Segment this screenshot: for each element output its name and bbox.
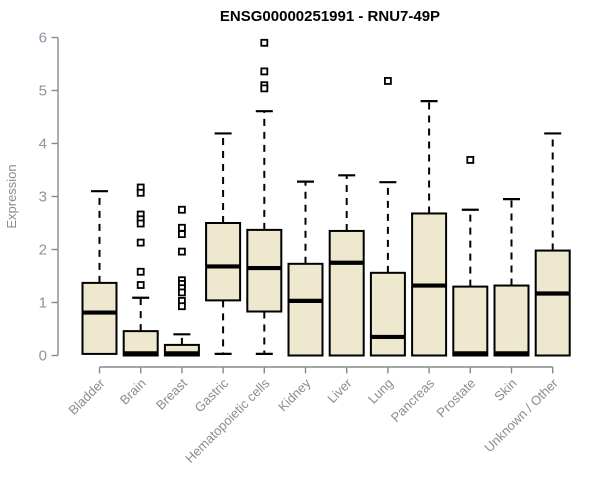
iqr-box: [328, 229, 365, 357]
iqr-box: [246, 228, 283, 313]
outlier-point: [136, 238, 145, 247]
x-category-label-liver: Liver: [324, 375, 355, 406]
y-axis-title: Expression: [4, 164, 19, 228]
box-unknown-other: [534, 132, 571, 357]
iqr-box: [452, 285, 489, 357]
x-category-label-kidney: Kidney: [275, 375, 314, 414]
outlier-point: [260, 38, 269, 47]
x-category-label-prostate: Prostate: [434, 376, 479, 421]
x-category-label-lung: Lung: [365, 376, 396, 407]
box-lung: [369, 77, 406, 357]
outlier-point: [260, 67, 269, 76]
outlier-point: [177, 247, 186, 256]
box-brain: [122, 183, 159, 357]
y-tick-label: 6: [39, 30, 47, 47]
outlier-point: [136, 188, 145, 197]
outlier-point: [260, 84, 269, 93]
x-category-label-skin: Skin: [491, 376, 519, 404]
x-category-label-gastric: Gastric: [192, 375, 232, 415]
y-tick-label: 5: [39, 83, 47, 100]
y-tick-label: 1: [39, 295, 47, 312]
iqr-box: [534, 249, 571, 357]
box-bladder: [81, 190, 118, 355]
box-gastric: [205, 132, 242, 356]
iqr-box: [81, 281, 118, 355]
outlier-point: [383, 77, 392, 85]
iqr-box: [287, 262, 324, 357]
outlier-point: [177, 230, 186, 239]
x-category-label-breast: Breast: [153, 375, 190, 412]
iqr-box: [163, 343, 200, 357]
box-liver: [328, 174, 365, 357]
x-category-label-unknown-other: Unknown / Other: [481, 375, 561, 455]
outlier-point: [177, 302, 186, 311]
box-skin: [493, 198, 530, 357]
outlier-point: [177, 205, 186, 214]
box-breast: [163, 205, 200, 357]
outlier-point: [136, 281, 145, 289]
box-hematopoietic-cells: [246, 38, 283, 356]
y-tick-label: 0: [39, 348, 47, 365]
outlier-point: [466, 156, 475, 164]
box-pancreas: [411, 99, 448, 357]
y-tick-label: 4: [39, 136, 47, 153]
y-axis: 0 1 2 3 4 5 6: [39, 30, 59, 365]
x-category-label-pancreas: Pancreas: [388, 375, 438, 425]
x-category-label-bladder: Bladder: [65, 375, 108, 418]
box-prostate: [452, 156, 489, 357]
y-tick-label: 2: [39, 242, 47, 259]
outlier-point: [136, 267, 145, 276]
iqr-box: [369, 271, 406, 357]
iqr-box: [205, 222, 242, 302]
chart-title: ENSG00000251991 - RNU7-49P: [220, 8, 440, 25]
box-kidney: [287, 180, 324, 357]
outlier-point: [136, 219, 145, 228]
outlier-point: [177, 223, 186, 232]
iqr-box: [493, 284, 530, 357]
y-tick-label: 3: [39, 189, 47, 206]
outlier-point: [177, 288, 186, 297]
x-category-label-brain: Brain: [117, 376, 149, 408]
